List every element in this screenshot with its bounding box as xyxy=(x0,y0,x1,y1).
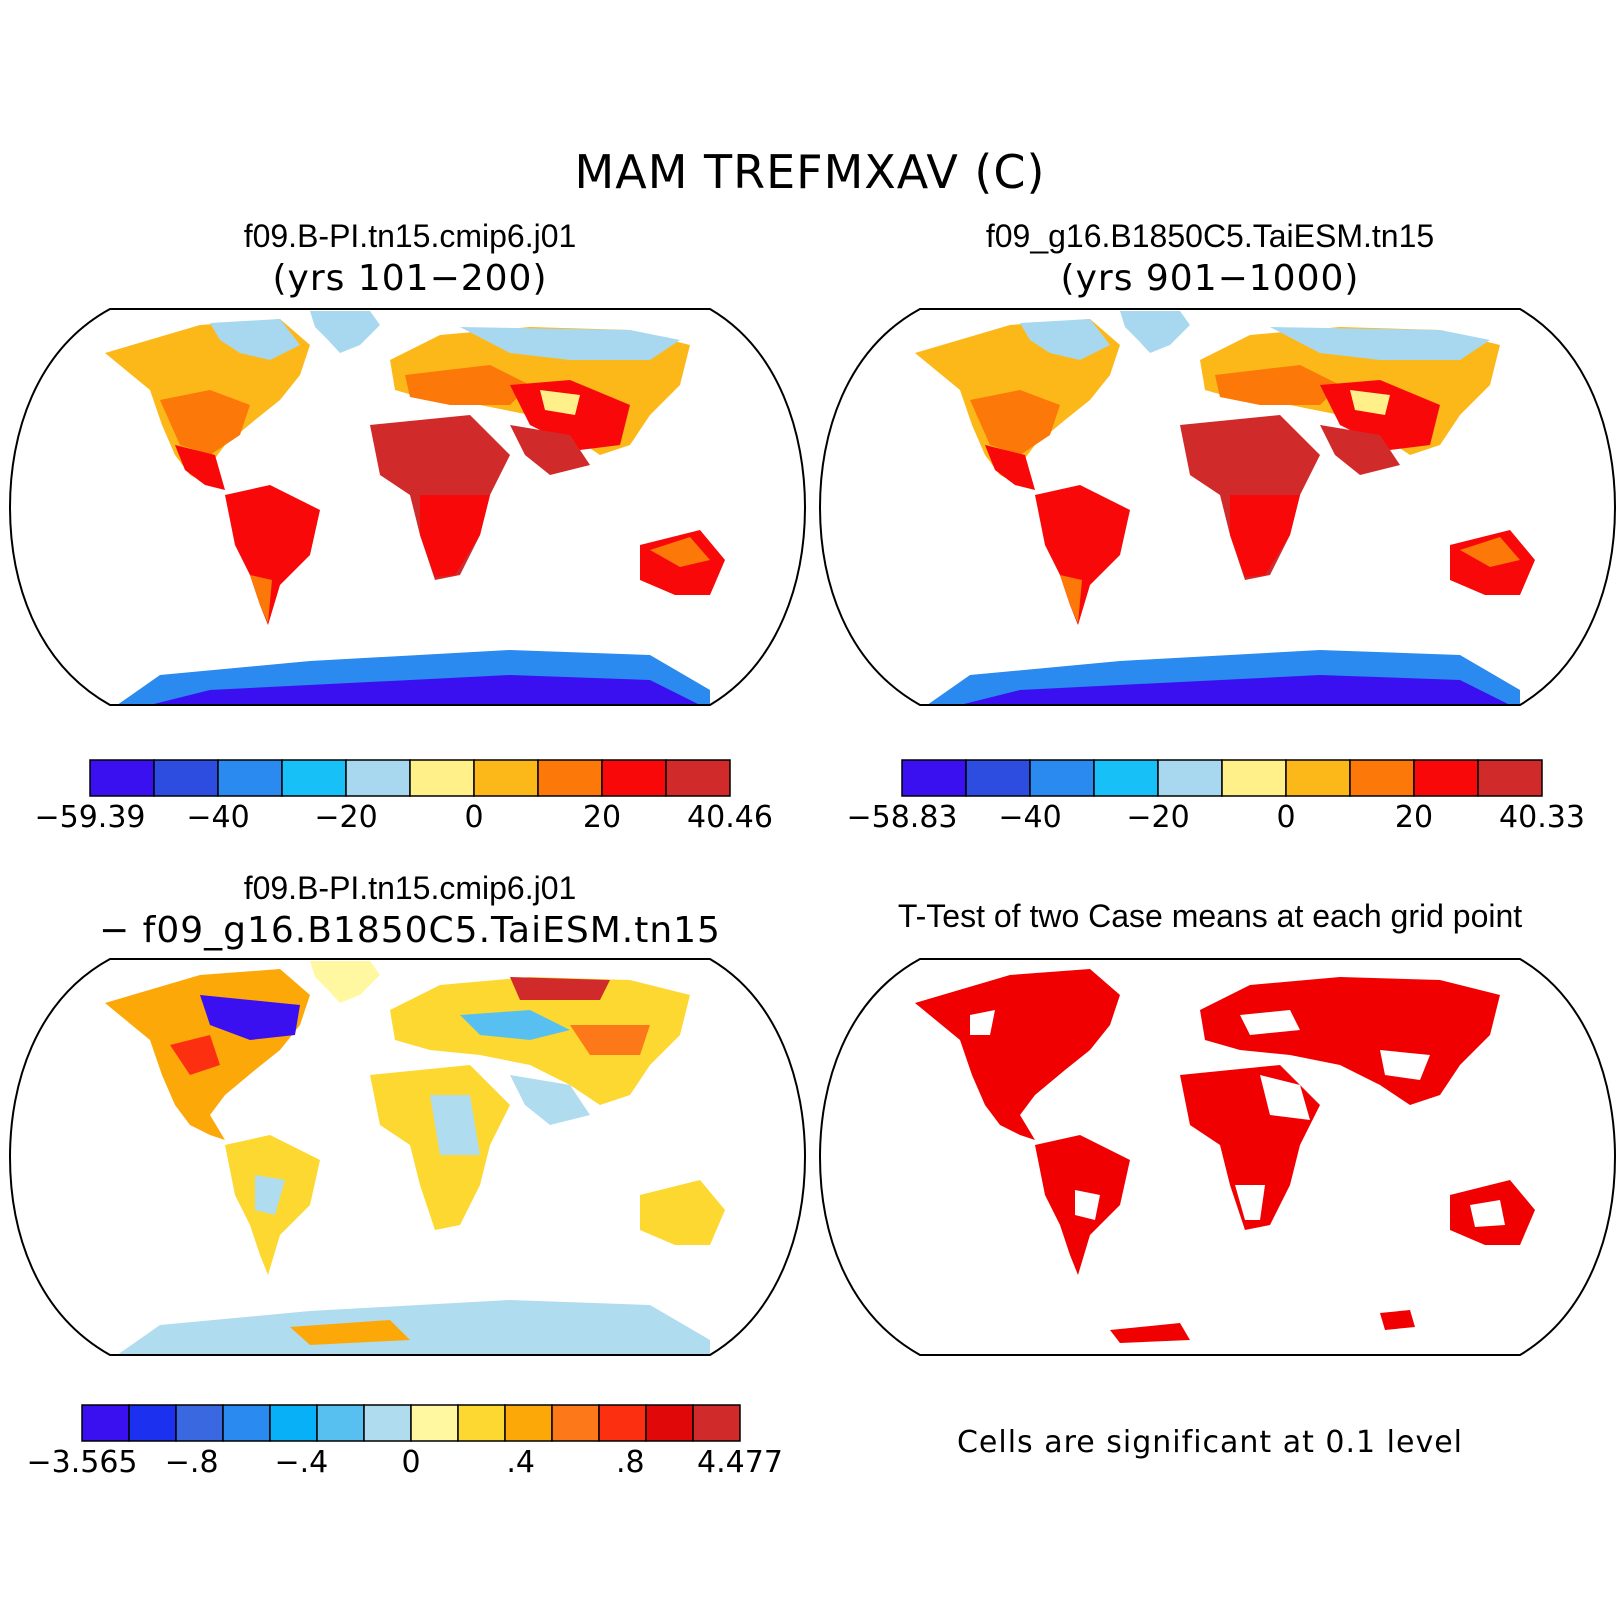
colorbar-bottom-left xyxy=(81,1404,741,1442)
colorbar-tick-label: 20 xyxy=(1394,800,1434,835)
colorbar-swatch xyxy=(89,759,155,797)
colorbar-top-left xyxy=(89,759,731,797)
south-america-region xyxy=(225,485,320,625)
south-america-region xyxy=(1035,485,1130,625)
colorbar-tick-label: −58.83 xyxy=(846,800,958,835)
panel-top-left-years: (yrs 101−200) xyxy=(272,258,548,299)
colorbar-swatch xyxy=(601,759,667,797)
colorbar-swatch xyxy=(645,1404,694,1442)
colorbar-tick-label: 20 xyxy=(582,800,622,835)
colorbar-tick-label: −.8 xyxy=(164,1445,219,1480)
significance-note: Cells are significant at 0.1 level xyxy=(956,1425,1463,1460)
panel-bottom-right-title: T-Test of two Case means at each grid po… xyxy=(897,898,1523,934)
australia-region xyxy=(640,1180,725,1245)
colorbar-tick-label: 40.46 xyxy=(687,800,773,835)
colorbar-tick-label: 40.33 xyxy=(1499,800,1585,835)
colorbar-swatch xyxy=(281,759,347,797)
colorbar-tick-label: .4 xyxy=(506,1445,535,1480)
colorbar-swatch xyxy=(222,1404,271,1442)
north-america-region xyxy=(915,969,1120,1140)
colorbar-swatch xyxy=(537,759,603,797)
greenland-region xyxy=(310,961,380,1003)
antarctica-region xyxy=(110,1300,710,1355)
map-top-left xyxy=(8,308,807,706)
colorbar-swatch xyxy=(1349,759,1415,797)
colorbar-tick-label: −59.39 xyxy=(34,800,146,835)
map-bottom-left xyxy=(8,958,807,1356)
colorbar-swatch xyxy=(81,1404,130,1442)
panel-top-right-case: f09_g16.B1850C5.TaiESM.tn15 xyxy=(985,218,1435,254)
greenland-region xyxy=(310,311,380,353)
colorbar-tick-label: −40 xyxy=(186,800,250,835)
colorbar-swatch xyxy=(965,759,1031,797)
eurasia-region xyxy=(1200,977,1500,1105)
colorbar-tick-label: 0 xyxy=(1276,800,1296,835)
colorbar-swatch xyxy=(410,1404,459,1442)
colorbar-swatch xyxy=(473,759,539,797)
colorbar-top-right xyxy=(901,759,1543,797)
colorbar-swatch xyxy=(1221,759,1287,797)
colorbar-swatch xyxy=(1157,759,1223,797)
colorbar-swatch xyxy=(901,759,967,797)
colorbar-swatch xyxy=(1285,759,1351,797)
colorbar-swatch xyxy=(153,759,219,797)
panel-top-right-years: (yrs 901−1000) xyxy=(1060,258,1360,299)
panel-bottom-left-case: f09.B-PI.tn15.cmip6.j01 xyxy=(243,870,577,906)
colorbar-tick-label: 0 xyxy=(464,800,484,835)
colorbar-tick-label: .8 xyxy=(616,1445,645,1480)
colorbar-tick-label: 4.477 xyxy=(697,1445,783,1480)
panel-bottom-left-minus-case: − f09_g16.B1850C5.TaiESM.tn15 xyxy=(99,910,721,951)
colorbar-swatch xyxy=(1029,759,1095,797)
colorbar-swatch xyxy=(1093,759,1159,797)
colorbar-swatch xyxy=(1477,759,1543,797)
colorbar-tick-label: −20 xyxy=(314,800,378,835)
panel-top-left-case: f09.B-PI.tn15.cmip6.j01 xyxy=(243,218,577,254)
colorbar-swatch xyxy=(1413,759,1479,797)
colorbar-swatch xyxy=(457,1404,506,1442)
antarctica-region xyxy=(1110,1323,1190,1343)
colorbar-swatch xyxy=(363,1404,412,1442)
colorbar-swatch xyxy=(175,1404,224,1442)
greenland-region xyxy=(1120,311,1190,353)
colorbar-swatch xyxy=(504,1404,553,1442)
colorbar-swatch xyxy=(345,759,411,797)
eurasia-region xyxy=(390,977,690,1105)
colorbar-swatch xyxy=(269,1404,318,1442)
colorbar-tick-label: −20 xyxy=(1126,800,1190,835)
colorbar-tick-label: −40 xyxy=(998,800,1062,835)
colorbar-swatch xyxy=(692,1404,741,1442)
map-bottom-right xyxy=(818,958,1617,1356)
colorbar-tick-label: −.4 xyxy=(274,1445,329,1480)
colorbar-swatch xyxy=(551,1404,600,1442)
colorbar-swatch xyxy=(598,1404,647,1442)
colorbar-swatch xyxy=(409,759,475,797)
colorbar-tick-label: −3.565 xyxy=(26,1445,138,1480)
colorbar-swatch xyxy=(316,1404,365,1442)
colorbar-swatch xyxy=(128,1404,177,1442)
map-top-right xyxy=(818,308,1617,706)
colorbar-swatch xyxy=(217,759,283,797)
colorbar-tick-label: 0 xyxy=(401,1445,421,1480)
figure-title: MAM TREFMXAV (C) xyxy=(574,145,1046,199)
colorbar-swatch xyxy=(665,759,731,797)
